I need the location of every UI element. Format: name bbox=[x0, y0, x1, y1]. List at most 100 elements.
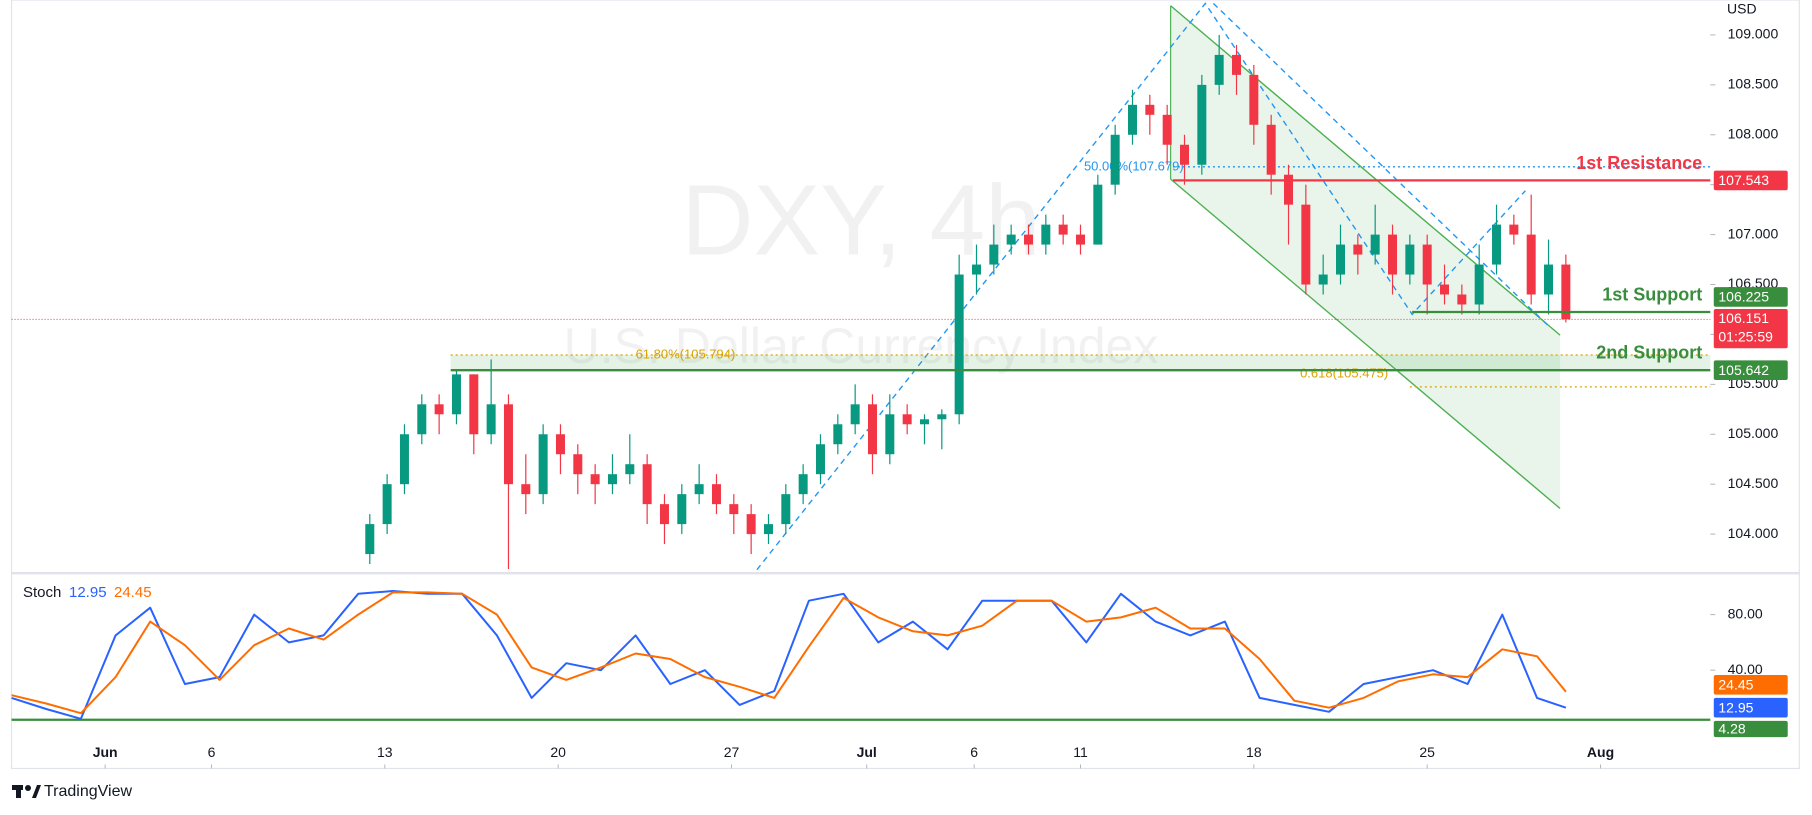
candle-body bbox=[867, 404, 877, 455]
watermark-subtitle: U.S. Dollar Currency Index bbox=[564, 318, 1159, 374]
level-value-bg bbox=[1713, 170, 1788, 191]
candle-body bbox=[573, 454, 583, 475]
brand-logo: TradingView bbox=[12, 783, 132, 800]
chart-border bbox=[10, 0, 1800, 770]
y-tick-label: 107.000 bbox=[1728, 225, 1779, 241]
level-value: 107.543 bbox=[1718, 172, 1769, 188]
candle-body bbox=[1162, 114, 1172, 145]
candle-body bbox=[902, 414, 912, 425]
candle-body bbox=[1058, 224, 1068, 235]
x-tick-label: Jul bbox=[857, 744, 877, 760]
candle-body bbox=[1128, 104, 1137, 135]
candle-body bbox=[1145, 104, 1155, 115]
candle-body bbox=[850, 404, 860, 425]
stoch-value: 24.45 bbox=[1718, 677, 1753, 693]
last-price-bg bbox=[1713, 308, 1788, 349]
channel-fill bbox=[1170, 5, 1561, 509]
candle-body bbox=[451, 374, 461, 415]
zigzag-line bbox=[1212, 2, 1550, 327]
candle-body bbox=[746, 514, 756, 535]
candle-body bbox=[1544, 264, 1554, 295]
indicator-title: Stoch bbox=[23, 584, 61, 601]
x-tick-label: 13 bbox=[377, 744, 393, 760]
y-tick-label: 104.000 bbox=[1728, 525, 1779, 541]
candle-body bbox=[954, 274, 964, 415]
x-tick-label: Jun bbox=[93, 744, 118, 760]
x-tick-label: 27 bbox=[724, 744, 740, 760]
candle-body bbox=[538, 434, 548, 495]
candle-body bbox=[399, 434, 409, 485]
candle-body bbox=[434, 404, 444, 415]
candle-body bbox=[815, 444, 825, 475]
logo-shape bbox=[25, 785, 31, 791]
brand: TradingView bbox=[44, 783, 132, 800]
level-value-bg bbox=[1713, 360, 1788, 380]
candle-body bbox=[763, 524, 773, 535]
x-tick-label: 20 bbox=[550, 744, 566, 760]
x-tick-label: Aug bbox=[1587, 744, 1614, 760]
candle-body bbox=[781, 494, 791, 525]
stoch-line bbox=[11, 591, 1567, 715]
candle-body bbox=[1284, 174, 1294, 205]
candle-body bbox=[1388, 234, 1398, 275]
watermark: DXY, 4h bbox=[681, 164, 1041, 276]
y-tick-label: 40.00 bbox=[1728, 661, 1763, 677]
candle-body bbox=[1526, 234, 1536, 295]
candle-body bbox=[1422, 244, 1432, 285]
candle-body bbox=[1318, 274, 1328, 285]
candle-body bbox=[521, 484, 531, 495]
candle-body bbox=[1093, 184, 1103, 245]
candle-body bbox=[1474, 264, 1484, 305]
stoch-value-bg bbox=[1713, 697, 1788, 718]
stoch-line bbox=[11, 590, 1567, 720]
candle-body bbox=[382, 484, 392, 525]
candle-body bbox=[555, 434, 565, 455]
candle-body bbox=[1561, 264, 1571, 320]
candle-body bbox=[1509, 224, 1519, 235]
candle-body bbox=[1075, 234, 1085, 245]
x-tick-label: 6 bbox=[208, 744, 216, 760]
level-value-bg bbox=[1713, 287, 1788, 307]
fib-label: 0.618(105.475) bbox=[1300, 366, 1388, 381]
candle-body bbox=[1180, 144, 1190, 165]
fib-label: 50.00%(107.679) bbox=[1084, 158, 1184, 173]
countdown: 01:25:59 bbox=[1718, 329, 1773, 345]
candle-body bbox=[971, 264, 981, 275]
candle-body bbox=[417, 404, 427, 435]
candle-body bbox=[1301, 204, 1311, 285]
candle-body bbox=[469, 374, 479, 435]
candle-body bbox=[1336, 244, 1346, 275]
candle-body bbox=[1353, 244, 1363, 255]
candle-body bbox=[1249, 74, 1259, 125]
candle-body bbox=[1440, 284, 1450, 295]
stoch-value-bg bbox=[1713, 674, 1788, 695]
candle-body bbox=[729, 504, 739, 515]
drawings bbox=[10, 0, 1800, 770]
candle-body bbox=[1110, 134, 1120, 185]
candle-body bbox=[1405, 244, 1415, 275]
y-tick-label: 108.000 bbox=[1728, 125, 1779, 141]
stoch-value: 12.95 bbox=[1718, 699, 1753, 715]
zigzag bbox=[756, 2, 1550, 571]
candle-body bbox=[1041, 224, 1051, 245]
candle-body bbox=[1006, 234, 1016, 245]
logo-shape bbox=[16, 785, 21, 798]
level-name: 1st Support bbox=[1602, 285, 1702, 305]
candle-body bbox=[1492, 224, 1502, 265]
support-zone bbox=[450, 354, 1711, 371]
last-price: 106.151 bbox=[1718, 310, 1769, 326]
candle-body bbox=[711, 484, 721, 505]
candle-body bbox=[590, 474, 600, 485]
candle-body bbox=[486, 404, 496, 435]
x-tick-label: 11 bbox=[1073, 744, 1088, 760]
fib-label: 61.80%(105.794) bbox=[636, 346, 736, 361]
candle-body bbox=[989, 244, 999, 265]
indicator-value: 24.45 bbox=[114, 584, 152, 601]
candle-body bbox=[833, 424, 843, 445]
candle-body bbox=[642, 464, 652, 505]
candle-body bbox=[937, 414, 947, 420]
hline-value: 4.28 bbox=[1718, 721, 1745, 737]
candle-body bbox=[659, 504, 669, 525]
